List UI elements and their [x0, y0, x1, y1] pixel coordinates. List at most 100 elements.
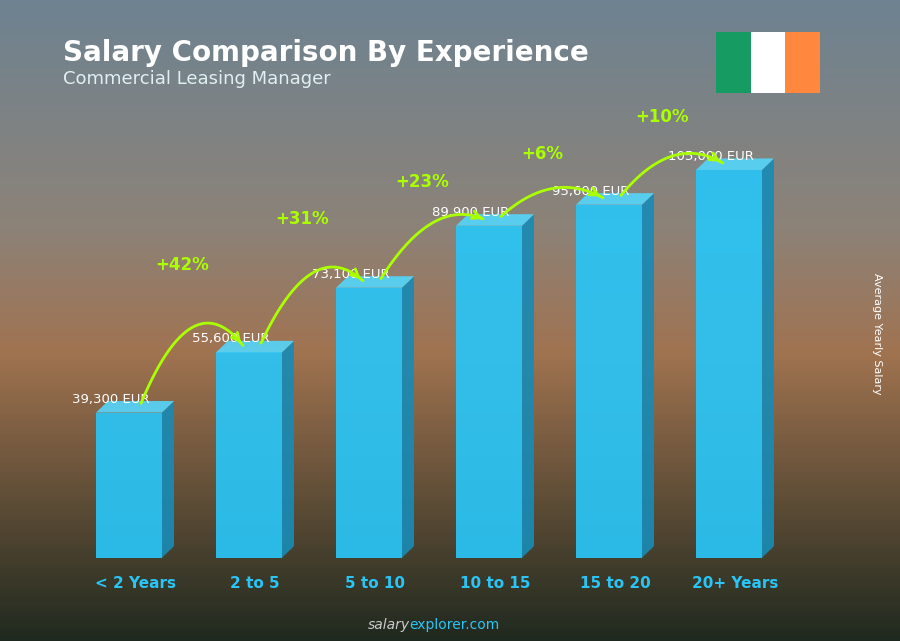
Bar [0, 96, 900, 99]
Bar [0, 260, 900, 263]
Bar [0, 484, 900, 487]
Bar [0, 638, 900, 641]
Bar [0, 429, 900, 433]
Polygon shape [282, 341, 294, 558]
Polygon shape [96, 413, 162, 558]
Bar [0, 369, 900, 372]
Bar [0, 458, 900, 462]
Bar [0, 532, 900, 535]
Bar [0, 426, 900, 429]
Bar [0, 561, 900, 564]
Bar [751, 32, 786, 93]
Bar [0, 567, 900, 570]
Polygon shape [522, 214, 534, 558]
Bar [0, 122, 900, 125]
Bar [0, 625, 900, 628]
Bar [0, 119, 900, 122]
Bar [0, 455, 900, 458]
Bar [0, 413, 900, 417]
Bar [0, 516, 900, 519]
Bar [0, 513, 900, 516]
Bar [0, 51, 900, 54]
Bar [0, 394, 900, 397]
Bar [0, 570, 900, 574]
Bar [0, 106, 900, 109]
Bar [0, 490, 900, 494]
Text: +23%: +23% [395, 173, 449, 191]
Bar [0, 622, 900, 625]
Bar [0, 71, 900, 74]
Bar [0, 580, 900, 583]
Bar [786, 32, 820, 93]
Bar [0, 301, 900, 304]
Text: 2 to 5: 2 to 5 [230, 576, 280, 591]
Polygon shape [402, 276, 414, 558]
Bar [0, 176, 900, 179]
Bar [0, 87, 900, 90]
Bar [0, 445, 900, 449]
Bar [0, 64, 900, 67]
Bar [0, 548, 900, 551]
Bar [0, 125, 900, 128]
Bar [0, 128, 900, 131]
Text: 20+ Years: 20+ Years [692, 576, 778, 591]
Bar [0, 83, 900, 87]
Bar [0, 147, 900, 151]
Polygon shape [336, 288, 402, 558]
Bar [0, 320, 900, 324]
Bar [0, 468, 900, 471]
Bar [0, 381, 900, 385]
Text: +6%: +6% [521, 145, 563, 163]
Bar [716, 32, 751, 93]
Bar [0, 244, 900, 247]
Bar [0, 551, 900, 554]
Bar [0, 603, 900, 606]
Bar [0, 631, 900, 635]
Bar [0, 80, 900, 83]
Bar [0, 346, 900, 349]
Bar [0, 109, 900, 112]
Bar [0, 228, 900, 231]
Bar [0, 564, 900, 567]
Text: +10%: +10% [635, 108, 689, 126]
Bar [0, 208, 900, 212]
Bar [0, 205, 900, 208]
Bar [0, 385, 900, 388]
Bar [0, 54, 900, 58]
Bar [0, 196, 900, 199]
Bar [0, 619, 900, 622]
Bar [0, 221, 900, 224]
Bar [0, 167, 900, 170]
Bar [0, 99, 900, 103]
Bar [0, 186, 900, 189]
Bar [0, 272, 900, 276]
Bar [0, 500, 900, 503]
Bar [0, 32, 900, 35]
Bar [0, 378, 900, 381]
Bar [0, 397, 900, 401]
Bar [0, 276, 900, 279]
Bar [0, 212, 900, 215]
Text: Salary Comparison By Experience: Salary Comparison By Experience [63, 39, 589, 67]
Bar [0, 401, 900, 404]
Bar [0, 131, 900, 135]
Bar [0, 577, 900, 580]
Bar [0, 340, 900, 343]
Bar [0, 19, 900, 22]
Bar [0, 218, 900, 221]
Bar [0, 74, 900, 77]
Bar [0, 596, 900, 599]
Bar [0, 3, 900, 6]
Bar [0, 13, 900, 16]
Bar [0, 554, 900, 558]
Bar [0, 333, 900, 337]
Bar [0, 439, 900, 442]
Bar [0, 112, 900, 115]
Bar [0, 42, 900, 45]
Bar [0, 295, 900, 298]
Text: 73,100 EUR: 73,100 EUR [312, 268, 390, 281]
Polygon shape [336, 276, 414, 288]
Bar [0, 231, 900, 234]
Text: 10 to 15: 10 to 15 [460, 576, 530, 591]
Bar [0, 615, 900, 619]
